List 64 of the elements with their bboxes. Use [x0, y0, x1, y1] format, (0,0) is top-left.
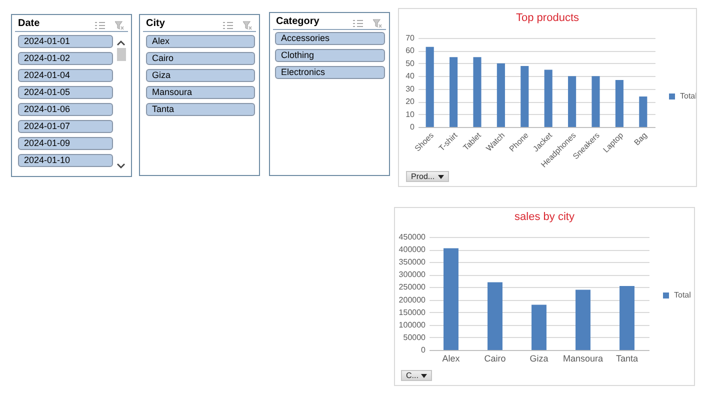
x-tick-label: Giza: [530, 354, 548, 364]
bar: [520, 66, 529, 127]
slicer-button: Accessories: [275, 32, 385, 45]
y-tick-label: 30: [406, 84, 416, 94]
bar: [426, 46, 434, 127]
bar: [620, 286, 634, 350]
bar: [544, 70, 552, 127]
y-tick-label: 0: [421, 346, 426, 354]
slicer-button: 2024-01-10: [18, 154, 113, 167]
x-tick-label: Cairo: [484, 354, 506, 364]
y-tick-label: 70: [406, 34, 416, 42]
text: Category: [276, 16, 320, 28]
slicer-button: Mansoura: [146, 86, 255, 99]
slicer-button: Clothing: [275, 49, 385, 62]
y-tick-label: 200000: [398, 295, 426, 304]
slicer-button: 2024-01-04: [18, 69, 113, 82]
text: Date: [18, 18, 40, 30]
slicer-button: 2024-01-02: [18, 52, 113, 65]
bar: [532, 304, 546, 350]
legend-label: Total: [680, 92, 698, 100]
y-tick-label: 100000: [398, 320, 426, 330]
y-tick-label: 350000: [398, 258, 426, 267]
slicer-button: 2024-01-07: [18, 120, 113, 133]
bar: [450, 57, 458, 127]
field-button: C...: [401, 370, 432, 381]
y-tick-label: 250000: [398, 282, 426, 292]
y-tick-label: 20: [406, 97, 416, 106]
slicer-button: Cairo: [146, 52, 255, 65]
chart-title: sales by city: [514, 211, 575, 223]
bar: [444, 248, 458, 350]
y-tick-label: 50: [406, 58, 416, 68]
bar: [639, 96, 648, 127]
y-tick-label: 0: [410, 122, 416, 132]
bar: [473, 57, 482, 127]
text: City: [146, 18, 165, 30]
bar: [576, 290, 590, 350]
slicer-button: Alex: [146, 35, 255, 48]
slicer-button: 2024-01-05: [18, 86, 113, 99]
slicer-button: 2024-01-01: [18, 35, 113, 48]
y-tick-label: 450000: [398, 232, 426, 242]
y-tick-label: 50000: [403, 332, 426, 342]
bar: [488, 282, 502, 350]
legend-label: Total: [674, 290, 692, 300]
slicer-button: 2024-01-09: [18, 137, 113, 150]
y-tick-label: 60: [406, 46, 416, 56]
slicer-button: Tanta: [146, 103, 255, 116]
y-tick-label: 400000: [398, 245, 426, 254]
x-tick-label: Mansoura: [562, 354, 604, 364]
x-tick-label: Bag: [632, 130, 649, 148]
chart-title: Top products: [516, 12, 580, 24]
bar: [568, 76, 576, 127]
field-button: Prod...: [406, 171, 449, 182]
y-tick-label: 150000: [398, 308, 426, 317]
bar: [615, 80, 624, 127]
slicer-button: Giza: [146, 69, 255, 82]
x-tick-label: Tanta: [616, 354, 638, 364]
y-tick-label: 10: [406, 110, 416, 119]
slicer-button: 2024-01-06: [18, 103, 113, 116]
bar: [592, 76, 600, 127]
x-tick-label: Alex: [442, 354, 460, 364]
y-tick-label: 300000: [398, 270, 426, 280]
y-tick-label: 40: [406, 72, 416, 81]
slicer-button: Electronics: [275, 66, 385, 79]
bar: [496, 63, 505, 127]
